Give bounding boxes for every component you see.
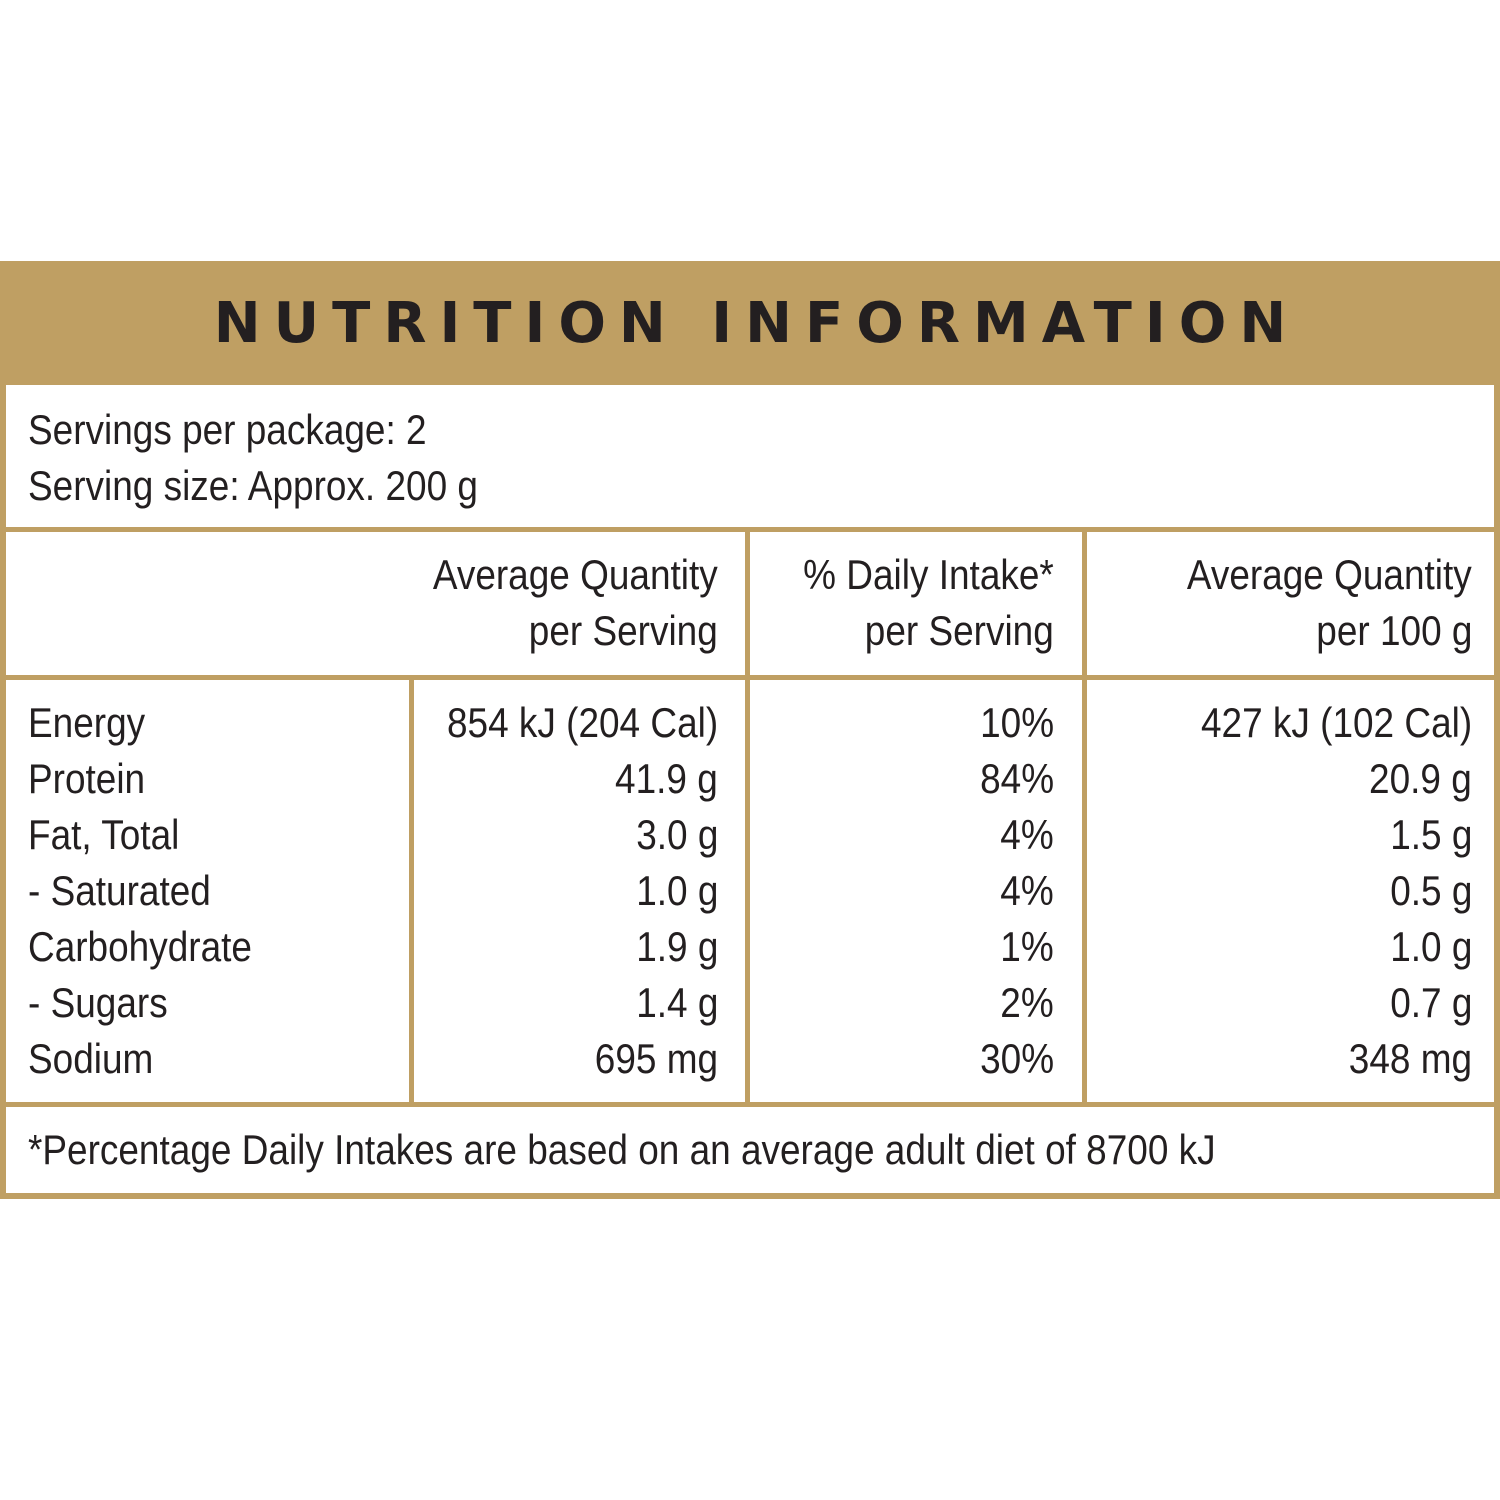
row-name-sodium: Sodium [28, 1035, 154, 1082]
row-name-saturated: - Saturated [28, 867, 211, 914]
row-per-100g-energy: 427 kJ (102 Cal) [1200, 699, 1472, 746]
row-per-serving-sugars: 1.4 g [635, 979, 718, 1026]
footnote: *Percentage Daily Intakes are based on a… [28, 1126, 1216, 1173]
header-daily-intake-line2: per Serving [864, 607, 1054, 654]
row-per-100g-sodium: 348 mg [1348, 1035, 1472, 1082]
row-name-carbohydrate: Carbohydrate [28, 923, 252, 970]
row-per-100g-carbohydrate: 1.0 g [1389, 923, 1472, 970]
serving-size: Serving size: Approx. 200 g [28, 462, 478, 509]
row-name-fat-total: Fat, Total [28, 811, 180, 858]
divider-col-2 [745, 529, 750, 1102]
nutrition-panel: NUTRITION INFORMATION Servings per packa… [0, 261, 1500, 1199]
row-daily-intake-saturated: 4% [1000, 867, 1054, 914]
table-frame: Servings per package: 2 Serving size: Ap… [0, 385, 1500, 1199]
row-per-serving-carbohydrate: 1.9 g [635, 923, 718, 970]
row-per-serving-fat-total: 3.0 g [635, 811, 718, 858]
row-per-100g-fat-total: 1.5 g [1389, 811, 1472, 858]
title-bar: NUTRITION INFORMATION [0, 261, 1500, 385]
row-per-serving-sodium: 695 mg [594, 1035, 718, 1082]
row-name-energy: Energy [28, 699, 146, 746]
divider-col-1 [409, 675, 414, 1102]
header-per-serving-line2: per Serving [528, 607, 718, 654]
row-per-serving-saturated: 1.0 g [635, 867, 718, 914]
row-daily-intake-carbohydrate: 1% [1000, 923, 1054, 970]
row-per-100g-protein: 20.9 g [1369, 755, 1472, 802]
row-per-100g-saturated: 0.5 g [1389, 867, 1472, 914]
divider-below-headers [0, 675, 1500, 680]
header-daily-intake-line1: % Daily Intake* [803, 551, 1054, 598]
header-per-serving-line1: Average Quantity [433, 551, 718, 598]
row-name-protein: Protein [28, 755, 146, 802]
row-daily-intake-protein: 84% [980, 755, 1054, 802]
header-per-100g-line1: Average Quantity [1187, 551, 1472, 598]
divider-below-serving-info [0, 527, 1500, 532]
row-daily-intake-sodium: 30% [980, 1035, 1054, 1082]
row-daily-intake-energy: 10% [980, 699, 1054, 746]
header-per-100g-line2: per 100 g [1315, 607, 1472, 654]
row-daily-intake-sugars: 2% [1000, 979, 1054, 1026]
servings-per-package: Servings per package: 2 [28, 406, 427, 453]
panel-title: NUTRITION INFORMATION [213, 290, 1300, 356]
row-per-serving-energy: 854 kJ (204 Cal) [446, 699, 718, 746]
row-per-serving-protein: 41.9 g [615, 755, 718, 802]
row-daily-intake-fat-total: 4% [1000, 811, 1054, 858]
row-per-100g-sugars: 0.7 g [1389, 979, 1472, 1026]
divider-col-3 [1082, 529, 1087, 1102]
row-name-sugars: - Sugars [28, 979, 168, 1026]
divider-above-footnote [0, 1102, 1500, 1107]
